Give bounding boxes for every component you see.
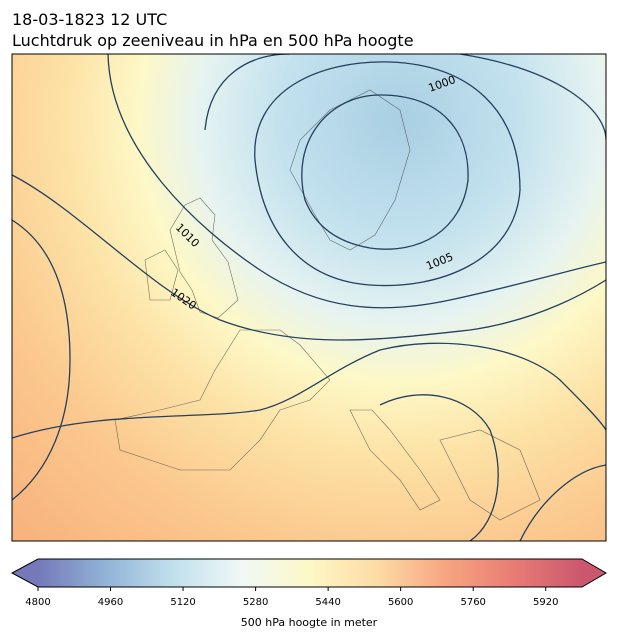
colorbar-scale: [38, 559, 582, 587]
isobar: [519, 464, 606, 541]
colorbar: 4800 4960 5120 5280 5440 5600 5760 5920: [10, 558, 607, 608]
isobar: [107, 54, 606, 309]
isobar: [254, 61, 521, 287]
isobar: [12, 219, 71, 501]
colorbar-tick-label: 5280: [243, 597, 268, 608]
colorbar-label: 500 hPa hoogte in meter: [241, 616, 378, 629]
colorbar-tick-label: 5120: [170, 597, 195, 608]
colorbar-tick-label: 5600: [388, 597, 413, 608]
height-field: [12, 54, 606, 541]
map-frame: [11, 53, 607, 542]
colorbar-tick-label: 4960: [98, 597, 123, 608]
isobar: [12, 174, 606, 341]
colorbar-extend: [12, 559, 38, 587]
colorbar-tick-label: 4800: [25, 597, 50, 608]
isobar: [204, 54, 606, 141]
isobar: [301, 94, 469, 250]
title: 18-03-1823 12 UTC: [12, 10, 167, 29]
subtitle: Luchtdruk op zeeniveau in hPa en 500 hPa…: [12, 31, 414, 50]
colorbar-extend: [582, 559, 606, 587]
colorbar-tick-label: 5920: [533, 597, 558, 608]
isobar: [12, 342, 606, 439]
colorbar-tick-label: 5760: [460, 597, 485, 608]
isobar: [379, 394, 499, 541]
map: 1000 1005 1010 1020: [12, 54, 606, 541]
colorbar-tick-label: 5440: [315, 597, 340, 608]
colorbar-outline: [10, 558, 607, 588]
coastlines: [114, 89, 541, 521]
